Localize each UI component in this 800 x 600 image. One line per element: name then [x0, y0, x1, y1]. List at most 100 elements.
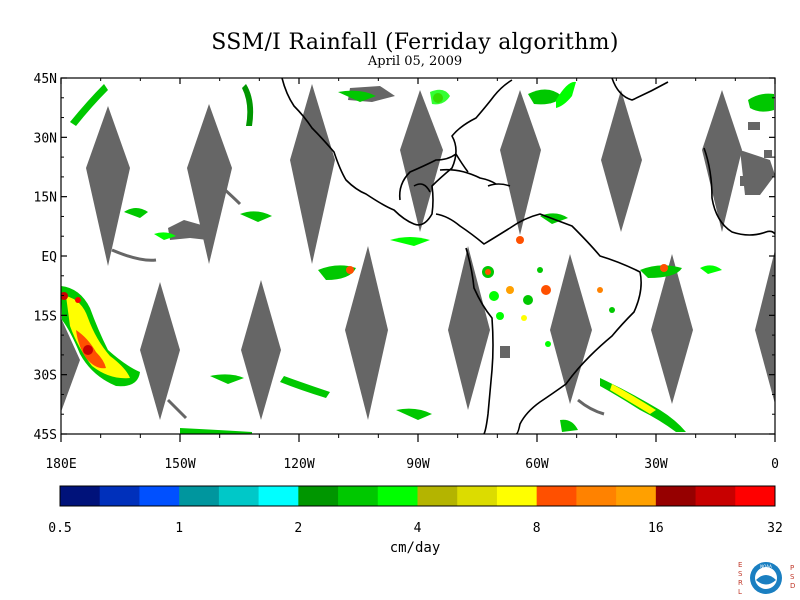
rain-cell: [496, 312, 504, 320]
rain-cell: [541, 285, 551, 295]
rain-cell: [430, 89, 450, 105]
lon-tick-label: 90W: [406, 457, 430, 472]
swath-gap: [400, 90, 443, 232]
logo-letter: E: [738, 561, 742, 569]
grey-patch: [500, 346, 510, 358]
colorbar: 0.5 1 2 4 8 16 32: [48, 485, 783, 536]
lat-tick-label: 15N: [34, 191, 57, 206]
rain-cell: [75, 297, 81, 303]
chart-date: April 05, 2009: [367, 54, 463, 69]
rain-cell: [560, 419, 578, 432]
grey-patch: [748, 122, 760, 130]
no-data-swath-gaps: [61, 84, 775, 420]
logo-letter: S: [790, 573, 795, 581]
colorbar-swatch: [695, 486, 736, 506]
lat-tick-label: 30N: [34, 131, 57, 146]
colorbar-swatch: [616, 486, 657, 506]
logo-letter: S: [738, 570, 743, 578]
logo-letter: P: [790, 564, 794, 572]
colorbar-tick-label: 1: [175, 521, 183, 536]
swath-gap: [651, 254, 693, 404]
lon-tick-label: 60W: [525, 457, 549, 472]
colorbar-swatch: [60, 486, 101, 506]
coastline-greenland: [611, 78, 669, 101]
colorbar-tick-label: 0.5: [48, 521, 71, 536]
coastline-cuba: [439, 168, 497, 185]
rain-cell: [210, 374, 244, 384]
swath-gap: [168, 220, 208, 240]
coastline-yucatan: [413, 183, 431, 193]
colorbar-swatch: [655, 486, 697, 506]
lon-tick-label: 180E: [45, 457, 76, 472]
rain-cell: [154, 232, 176, 240]
swath-gap-arc: [213, 178, 242, 206]
logo-letter: R: [738, 579, 743, 587]
rain-cell: [390, 237, 430, 246]
chart-title: SSM/I Rainfall (Ferriday algorithm): [211, 30, 619, 55]
colorbar-units: cm/day: [389, 540, 441, 556]
swath-gap: [550, 254, 592, 404]
colorbar-swatch: [496, 486, 538, 506]
lon-tick-label: 120W: [283, 457, 314, 472]
rain-cell: [66, 296, 130, 379]
logo-right-letters: PSD: [790, 564, 795, 590]
logo-letter: L: [738, 588, 742, 596]
swath-gap: [702, 90, 742, 232]
rain-cell: [523, 295, 533, 305]
rain-cell: [597, 287, 603, 293]
colorbar-swatch: [258, 486, 299, 506]
rain-cell: [180, 428, 252, 434]
colorbar-tick-label: 8: [533, 521, 541, 536]
swath-gap-arc: [166, 398, 188, 420]
rain-cell: [485, 269, 491, 275]
grey-patch: [764, 150, 772, 158]
colorbar-tick-label: 32: [767, 521, 783, 536]
rain-cell: [556, 81, 576, 108]
logo-letter: D: [790, 582, 795, 590]
rain-cell: [396, 408, 432, 420]
coastline-south-america-west: [465, 247, 494, 434]
rain-cell: [346, 266, 354, 274]
rain-cell: [610, 384, 656, 414]
coastline-south-america: [435, 213, 642, 434]
rain-cell: [489, 291, 499, 301]
grey-patches: [500, 122, 772, 358]
rain-cell: [240, 211, 272, 222]
lat-tick-label: EQ: [41, 250, 57, 265]
colorbar-swatch: [735, 486, 776, 506]
coastline-africa: [703, 147, 775, 236]
latitude-axis: 45N 30N 15N EQ 15S 30S 45S: [34, 72, 775, 443]
colorbar-swatch: [218, 486, 260, 506]
colorbar-swatch: [139, 486, 180, 506]
longitude-axis: 180E 150W 120W 90W 60W 30W 0: [45, 78, 779, 472]
colorbar-swatch: [417, 486, 458, 506]
lat-tick-label: 15S: [34, 309, 57, 324]
colorbar-frame: [59, 485, 776, 507]
swath-gap: [755, 250, 775, 404]
lat-tick-label: 45S: [34, 428, 57, 443]
lon-tick-label: 150W: [164, 457, 195, 472]
coastline-hispaniola: [487, 183, 511, 187]
map-plot-area: [61, 78, 775, 434]
rain-cell: [748, 93, 774, 112]
colorbar-tick-label: 4: [414, 521, 422, 536]
rain-cell: [516, 236, 524, 244]
rain-cell: [61, 292, 68, 300]
lat-tick-label: 30S: [34, 369, 57, 384]
colorbar-swatch: [338, 486, 379, 506]
rain-cell: [506, 286, 514, 294]
rain-cell: [70, 84, 108, 126]
rain-cell: [528, 89, 562, 105]
amazon-convection: [482, 236, 615, 347]
rain-cell: [521, 315, 527, 321]
rain-cell: [700, 265, 722, 274]
colorbar-tick-label: 16: [648, 521, 664, 536]
rain-cell: [242, 84, 254, 126]
swath-gap-arc: [577, 398, 605, 416]
swath-gap: [61, 318, 80, 412]
colorbar-swatch: [457, 486, 498, 506]
colorbar-swatch: [377, 486, 418, 506]
swath-gap: [448, 246, 490, 410]
